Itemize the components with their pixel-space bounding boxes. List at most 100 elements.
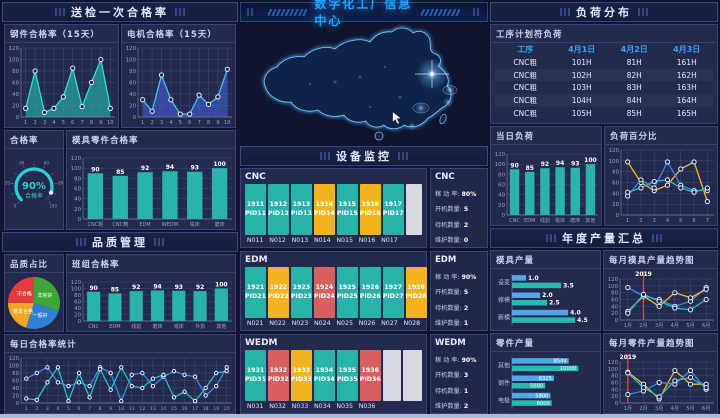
machine-block-1935[interactable]: 1935 PID35 — [336, 350, 358, 401]
section-header-text: 设备监控 — [336, 150, 392, 163]
svg-text:铣床: 铣床 — [555, 217, 565, 224]
svg-text:WEDM: WEDM — [162, 222, 178, 228]
machine-block-1922[interactable]: 1922 PID22 — [267, 267, 289, 318]
section-header-text: 送检一次合格率 — [71, 6, 169, 19]
svg-text:100: 100 — [609, 159, 620, 165]
svg-text:90%: 90% — [22, 181, 46, 192]
svg-text:1月: 1月 — [624, 322, 633, 329]
svg-text:20: 20 — [74, 207, 81, 213]
machine-block-1926[interactable]: 1926 PID26 — [359, 267, 381, 318]
svg-text:2.5: 2.5 — [549, 300, 560, 307]
team-chart-title: 班组合格率 — [67, 255, 235, 273]
svg-text:6: 6 — [692, 218, 695, 224]
machine-block-1931[interactable]: 1931 PID31 — [245, 350, 266, 401]
machine-block-1928[interactable]: 1928 PID28 — [405, 267, 427, 318]
equipment-group-edm: EDM 1921 PID21 1922 PID22 1923 PID23 1924 PID24 1… — [240, 251, 488, 331]
machine-number-label: N024 — [313, 320, 331, 327]
svg-text:基本合格: 基本合格 — [13, 308, 33, 315]
svg-text:40: 40 — [611, 387, 618, 393]
table-row: CNC粗 105H 85H 165H — [495, 107, 713, 120]
table-cell: 165H — [676, 109, 697, 119]
machine-block-1936[interactable]: 1936 PID36 — [359, 350, 381, 401]
machine-block-1921[interactable]: 1921 PID21 — [245, 267, 266, 318]
machine-block-1917[interactable]: 1917 PID17 — [382, 184, 404, 235]
svg-text:120: 120 — [495, 152, 506, 158]
svg-text:20: 20 — [224, 406, 230, 412]
machine-number-label: N027 — [381, 320, 398, 327]
machine-block-1925[interactable]: 1925 PID25 — [336, 267, 358, 318]
svg-text:2月: 2月 — [639, 405, 648, 412]
svg-text:94: 94 — [166, 164, 174, 171]
section-header-text: 年度产量汇总 — [562, 232, 646, 245]
svg-text:3月: 3月 — [655, 322, 664, 329]
machine-block-1914[interactable]: 1914 PID14 — [313, 184, 335, 235]
svg-text:2: 2 — [35, 406, 38, 412]
machine-block-1932[interactable]: 1932 PID32 — [267, 350, 289, 401]
svg-text:2: 2 — [150, 120, 153, 126]
svg-text:80: 80 — [611, 291, 618, 297]
machine-blocks-panel: CNC 1911 PID11 1912 PID12 1913 PID13 1914 PID14 1… — [240, 168, 427, 248]
machine-number-label: N016 — [358, 237, 376, 244]
svg-text:2019: 2019 — [619, 354, 636, 361]
svg-text:40: 40 — [12, 92, 19, 98]
svg-text:其他: 其他 — [498, 362, 510, 370]
table-cell: 83H — [626, 83, 642, 93]
svg-text:100: 100 — [495, 162, 506, 168]
machine-number-label: N017 — [381, 237, 398, 244]
today-load-bar-chart: 0 20 40 60 80 100 120 90 CNC 85 EDM 92 线割 94 铣床 93 磨床 100… — [491, 145, 601, 225]
svg-text:100: 100 — [71, 166, 82, 172]
svg-text:0: 0 — [16, 115, 20, 121]
stats-group-name: WEDM — [435, 338, 466, 348]
svg-text:外协: 外协 — [195, 323, 205, 330]
mouse-cursor — [392, 111, 402, 125]
svg-text:100: 100 — [213, 161, 226, 168]
svg-text:120: 120 — [71, 156, 82, 162]
svg-text:3月: 3月 — [655, 405, 664, 412]
machine-number-label: N035 — [336, 403, 354, 410]
svg-text:4: 4 — [169, 120, 173, 126]
machine-block-1923[interactable]: 1923 PID23 — [290, 267, 312, 318]
group-stats-cnc: CNC 稼 动 率: 80% 开机数量: 5 待机数量: 2 维护数量: 0 — [430, 168, 488, 248]
svg-text:3: 3 — [653, 218, 656, 224]
china-map[interactable] — [240, 22, 488, 146]
svg-text:2月: 2月 — [639, 322, 648, 329]
machine-block-1912[interactable]: 1912 PID12 — [267, 184, 289, 235]
svg-text:9: 9 — [109, 406, 112, 412]
machine-block-empty — [403, 350, 422, 401]
machine-block-1915[interactable]: 1915 PID15 — [336, 184, 358, 235]
svg-text:93: 93 — [191, 165, 199, 172]
machine-block-1911[interactable]: 1911 PID11 — [245, 184, 266, 235]
machine-block-1933[interactable]: 1933 PID33 — [290, 350, 312, 401]
svg-text:5月: 5月 — [686, 405, 695, 412]
china-map-panel — [240, 22, 488, 146]
svg-text:5: 5 — [679, 218, 682, 224]
table-cell: 163H — [676, 83, 697, 93]
machine-block-1913[interactable]: 1913 PID13 — [290, 184, 312, 235]
panel-monthly-mold-trend: 每月模具产量趋势图 0 20 40 60 80 100 120 1月 2月 3月 4月 5月 6月 201… — [603, 250, 718, 331]
steel-chart-title: 钢件合格率（15天） — [5, 25, 118, 43]
table-cell: 81H — [626, 57, 642, 67]
svg-text:20: 20 — [612, 202, 619, 208]
svg-text:7: 7 — [80, 120, 83, 126]
svg-text:0: 0 — [78, 217, 82, 223]
svg-text:5000: 5000 — [530, 384, 543, 390]
load-percentage-line-chart: 0 20 40 60 80 100 120 1 2 3 4 5 6 7 — [605, 145, 717, 225]
svg-text:80: 80 — [12, 371, 19, 377]
table-cell: CNC粗 — [513, 83, 537, 93]
section-header-load-distribution: 负荷分布 — [490, 2, 718, 22]
svg-text:40: 40 — [74, 306, 81, 312]
stat-line: 维护数量: 1 — [435, 320, 469, 327]
daily-pass-rate-line-chart: 0 20 40 60 80 100 120 1 2 3 4 5 6 7 8 9 10 11 12 13 14 15 16 17… — [5, 353, 235, 413]
svg-text:10: 10 — [107, 120, 114, 126]
machine-block-1927[interactable]: 1927 PID27 — [382, 267, 404, 318]
machine-block-1924[interactable]: 1924 PID24 — [313, 267, 335, 318]
svg-text:4: 4 — [56, 406, 59, 412]
machine-block-1916[interactable]: 1916 PID16 — [359, 184, 381, 235]
taiwan-island — [439, 113, 447, 125]
table-cell: CNC粗 — [513, 96, 537, 106]
equipment-group-wedm: WEDM 1931 PID31 1932 PID32 1933 PID33 1934 PID34… — [240, 334, 488, 414]
svg-text:85: 85 — [526, 165, 534, 172]
svg-text:CNC: CNC — [88, 324, 99, 330]
machine-blocks-row: 1911 PID11 1912 PID12 1913 PID13 1914 PID14 1915… — [245, 184, 422, 235]
machine-block-1934[interactable]: 1934 PID34 — [313, 350, 335, 401]
